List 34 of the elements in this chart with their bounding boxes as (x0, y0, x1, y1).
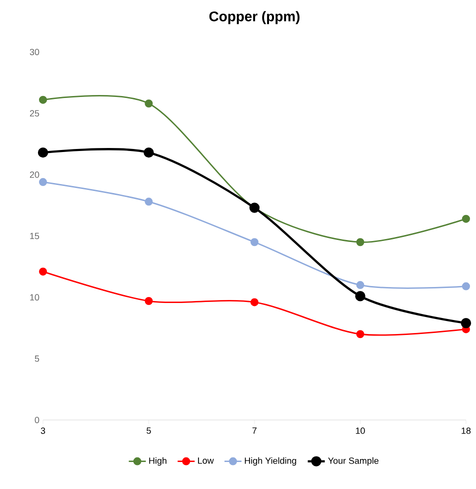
legend-label: High (149, 457, 166, 466)
x-tick-label: 18 (462, 428, 471, 434)
y-tick-label: 0 (34, 416, 40, 424)
y-tick-label: 15 (30, 232, 40, 240)
y-tick-label: 5 (34, 356, 40, 362)
y-tick-label: 20 (30, 171, 40, 178)
point (39, 178, 47, 186)
point (39, 96, 47, 104)
y-tick-label: 10 (30, 294, 40, 301)
point (462, 282, 470, 290)
legend-label: High Yielding (244, 457, 296, 466)
point (38, 147, 48, 158)
y-tick-label: 25 (30, 110, 40, 117)
legend-label: Low (198, 457, 214, 464)
point (144, 100, 153, 108)
point (356, 330, 364, 338)
x-tick-label: 10 (356, 428, 365, 434)
point (144, 198, 153, 206)
point (355, 291, 366, 302)
point (250, 238, 258, 246)
point (462, 214, 470, 223)
point (356, 281, 364, 290)
point (144, 147, 154, 158)
x-tick-label: 5 (146, 428, 151, 434)
legend-label: Your Sample (328, 457, 378, 466)
point (250, 298, 258, 306)
chart-title: Copper (ppm) (209, 11, 300, 24)
point (356, 238, 364, 246)
point (39, 268, 47, 276)
x-tick-label: 3 (40, 428, 46, 434)
y-tick-label: 30 (30, 48, 40, 56)
x-tick-label: 7 (252, 428, 257, 434)
point (460, 318, 472, 328)
point (144, 297, 153, 306)
